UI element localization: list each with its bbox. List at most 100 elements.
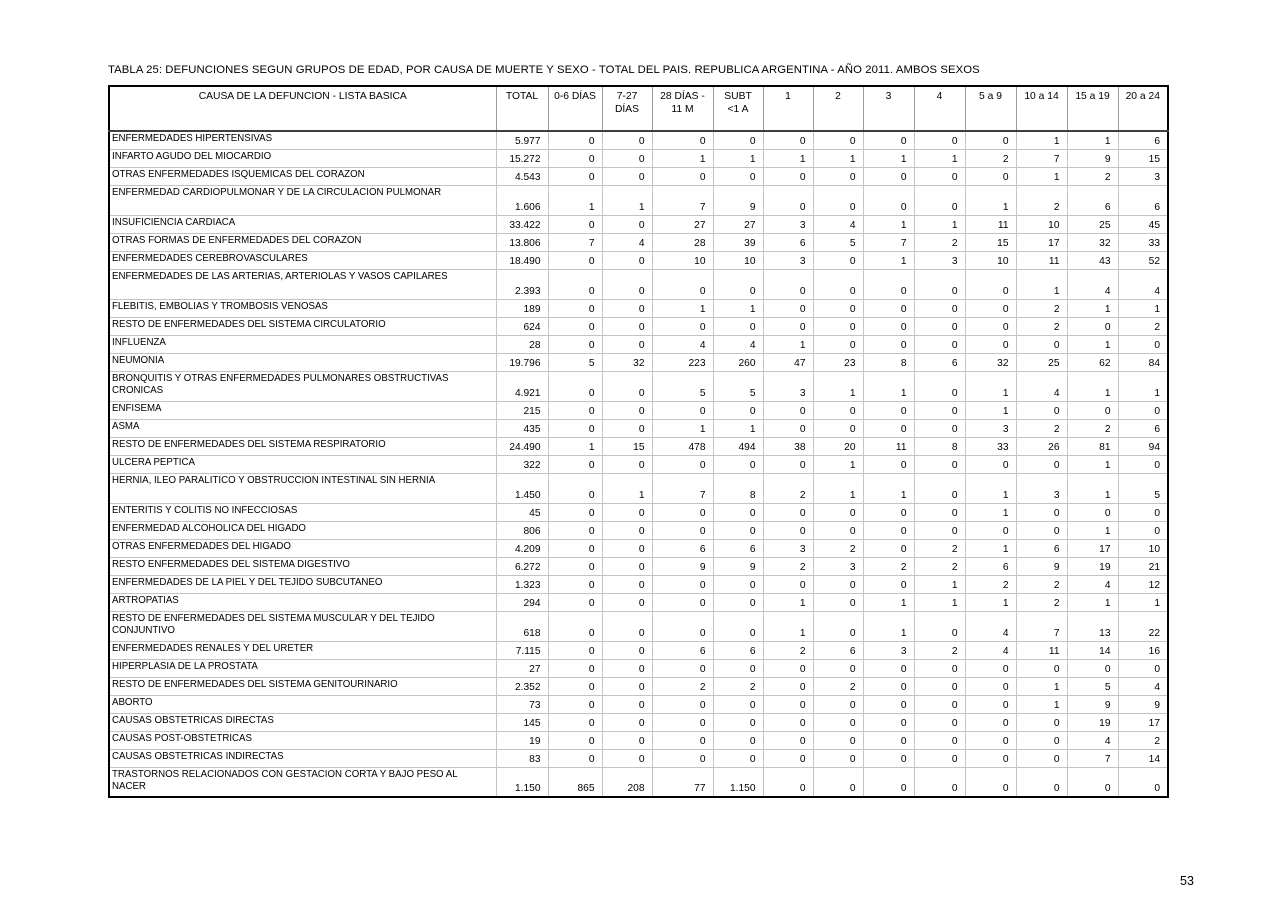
table-row: CAUSAS POST-OBSTETRICAS 19 0 0 0 0 0 0 0 0 0 0 4 2 [108, 730, 1169, 750]
value-cell: 0 [1015, 748, 1068, 768]
value-cell: 7 [1015, 610, 1068, 642]
value-cell: 0 [762, 454, 814, 474]
value-cell: 17 [1066, 538, 1119, 558]
value-cell: 11 [964, 214, 1017, 234]
value-cell: 0 [712, 592, 764, 612]
value-cell: 0 [1066, 400, 1119, 420]
value-cell: 1 [762, 592, 814, 612]
value-cell: 2.352 [495, 676, 549, 696]
value-cell: 1 [862, 250, 915, 270]
value-cell: 0 [964, 658, 1017, 678]
value-cell: 6.272 [495, 556, 549, 576]
value-cell: 0 [547, 250, 603, 270]
value-cell: 0 [1117, 454, 1169, 474]
value-cell: 2 [913, 640, 966, 660]
value-cell: 2 [913, 538, 966, 558]
cause-cell: CAUSAS OBSTETRICAS INDIRECTAS [108, 748, 497, 768]
value-cell: 2 [712, 676, 764, 696]
value-cell: 10 [964, 250, 1017, 270]
value-cell: 11 [1015, 250, 1068, 270]
value-cell: 0 [712, 658, 764, 678]
value-cell: 19 [495, 730, 549, 750]
page-number: 53 [1180, 874, 1194, 888]
value-cell: 0 [862, 454, 915, 474]
value-cell: 14 [1066, 640, 1119, 660]
value-cell: 7 [651, 184, 714, 216]
column-header: 15 a 19 [1066, 85, 1119, 132]
value-cell: 1 [862, 148, 915, 168]
cause-cell: INFLUENZA [108, 334, 497, 354]
table-row: HIPERPLASIA DE LA PROSTATA 27 0 0 0 0 0 0 0 0 0 0 0 0 [108, 658, 1169, 678]
value-cell: 0 [601, 694, 653, 714]
value-cell: 0 [651, 658, 714, 678]
value-cell: 1 [1066, 334, 1119, 354]
value-cell: 2 [1117, 316, 1169, 336]
value-cell: 10 [651, 250, 714, 270]
value-cell: 62 [1066, 352, 1119, 372]
value-cell: 189 [495, 298, 549, 318]
value-cell: 1 [762, 610, 814, 642]
value-cell: 3 [762, 214, 814, 234]
value-cell: 9 [651, 556, 714, 576]
value-cell: 322 [495, 454, 549, 474]
value-cell: 1 [913, 592, 966, 612]
value-cell: 28 [495, 334, 549, 354]
value-cell: 2 [1015, 574, 1068, 594]
cause-cell: OTRAS FORMAS DE ENFERMEDADES DEL CORAZON [108, 232, 497, 252]
value-cell: 0 [601, 592, 653, 612]
value-cell: 0 [964, 676, 1017, 696]
value-cell: 15.272 [495, 148, 549, 168]
value-cell: 1 [862, 472, 915, 504]
value-cell: 1 [964, 502, 1017, 522]
value-cell: 1 [913, 148, 966, 168]
value-cell: 1 [762, 334, 814, 354]
value-cell: 806 [495, 520, 549, 540]
value-cell: 6 [812, 640, 864, 660]
value-cell: 2 [1015, 316, 1068, 336]
value-cell: 0 [1015, 766, 1068, 798]
value-cell: 0 [913, 676, 966, 696]
value-cell: 0 [964, 316, 1017, 336]
value-cell: 0 [547, 316, 603, 336]
value-cell: 2 [1117, 730, 1169, 750]
value-cell: 0 [651, 316, 714, 336]
value-cell: 12 [1117, 574, 1169, 594]
value-cell: 83 [495, 748, 549, 768]
value-cell: 0 [913, 658, 966, 678]
value-cell: 1 [651, 298, 714, 318]
value-cell: 0 [862, 766, 915, 798]
value-cell: 2.393 [495, 268, 549, 300]
value-cell: 0 [1066, 658, 1119, 678]
value-cell: 1 [1015, 166, 1068, 186]
value-cell: 0 [812, 610, 864, 642]
table-row: RESTO DE ENFERMEDADES DEL SISTEMA CIRCUL… [108, 316, 1169, 336]
value-cell: 4 [601, 232, 653, 252]
value-cell: 0 [1117, 766, 1169, 798]
value-cell: 0 [601, 658, 653, 678]
value-cell: 2 [1066, 418, 1119, 438]
value-cell: 0 [812, 316, 864, 336]
value-cell: 1 [601, 184, 653, 216]
value-cell: 0 [601, 166, 653, 186]
value-cell: 0 [601, 610, 653, 642]
value-cell: 8 [913, 436, 966, 456]
value-cell: 0 [712, 502, 764, 522]
value-cell: 0 [812, 418, 864, 438]
cause-cell: ABORTO [108, 694, 497, 714]
value-cell: 3 [762, 250, 814, 270]
value-cell: 1 [601, 472, 653, 504]
value-cell: 1 [964, 184, 1017, 216]
cause-cell: OTRAS ENFERMEDADES DEL HIGADO [108, 538, 497, 558]
cause-cell: BRONQUITIS Y OTRAS ENFERMEDADES PULMONAR… [108, 370, 497, 402]
value-cell: 94 [1117, 436, 1169, 456]
table-row: ENTERITIS Y COLITIS NO INFECCIOSAS 45 0 0 0 0… [108, 502, 1169, 522]
value-cell: 0 [812, 766, 864, 798]
value-cell: 0 [651, 748, 714, 768]
value-cell: 0 [862, 268, 915, 300]
value-cell: 9 [1015, 556, 1068, 576]
table-row: ENFERMEDADES CEREBROVASCULARES 18.490 0 0 10… [108, 250, 1169, 270]
value-cell: 0 [964, 520, 1017, 540]
value-cell: 1 [1015, 676, 1068, 696]
value-cell: 0 [1066, 502, 1119, 522]
value-cell: 47 [762, 352, 814, 372]
